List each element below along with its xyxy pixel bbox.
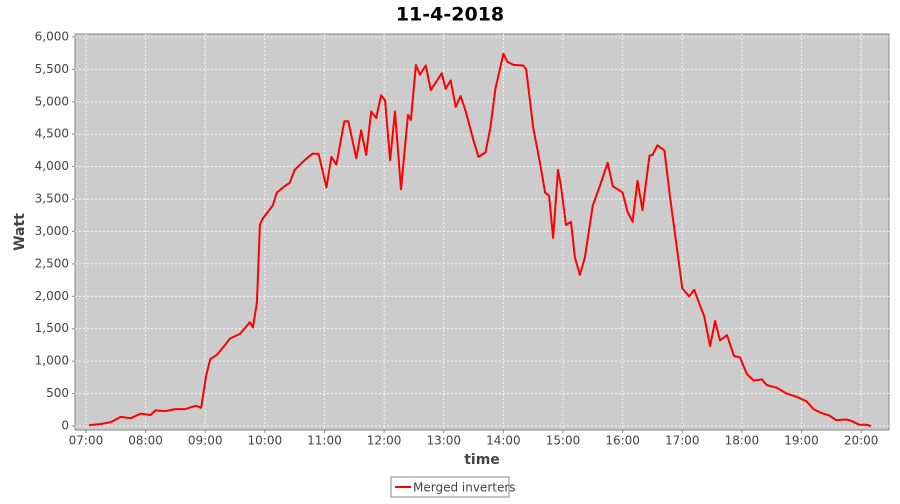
x-tick-label: 16:00 [605,434,640,448]
x-tick-label: 10:00 [248,434,283,448]
x-tick-label: 12:00 [367,434,402,448]
y-tick-label: 500 [46,386,69,400]
y-tick-label: 1,000 [35,354,69,368]
x-tick-label: 14:00 [486,434,521,448]
y-tick-label: 5,500 [35,62,69,76]
x-tick-label: 11:00 [307,434,342,448]
x-tick-label: 17:00 [665,434,700,448]
y-tick-label: 6,000 [35,29,69,43]
y-tick-label: 1,500 [35,321,69,335]
y-tick-label: 3,000 [35,224,69,238]
x-axis-label: time [464,452,500,468]
x-tick-label: 19:00 [784,434,819,448]
x-tick-label: 20:00 [844,434,879,448]
x-tick-label: 15:00 [546,434,581,448]
x-tick-label: 07:00 [69,434,104,448]
legend-label: Merged inverters [413,481,516,495]
y-tick-label: 3,500 [35,192,69,206]
y-tick-label: 0 [61,418,69,432]
y-tick-label: 4,000 [35,159,69,173]
y-axis-label: Watt [12,213,28,251]
y-tick-label: 2,500 [35,256,69,270]
x-tick-label: 09:00 [188,434,223,448]
y-tick-label: 4,500 [35,127,69,141]
plot-area [74,33,890,431]
x-tick-label: 13:00 [426,434,461,448]
x-tick-label: 18:00 [725,434,760,448]
chart-title: 11-4-2018 [396,4,504,26]
y-tick-label: 5,000 [35,94,69,108]
legend [390,476,510,498]
y-tick-label: 2,000 [35,289,69,303]
line-series [88,52,872,427]
x-tick-label: 08:00 [128,434,163,448]
